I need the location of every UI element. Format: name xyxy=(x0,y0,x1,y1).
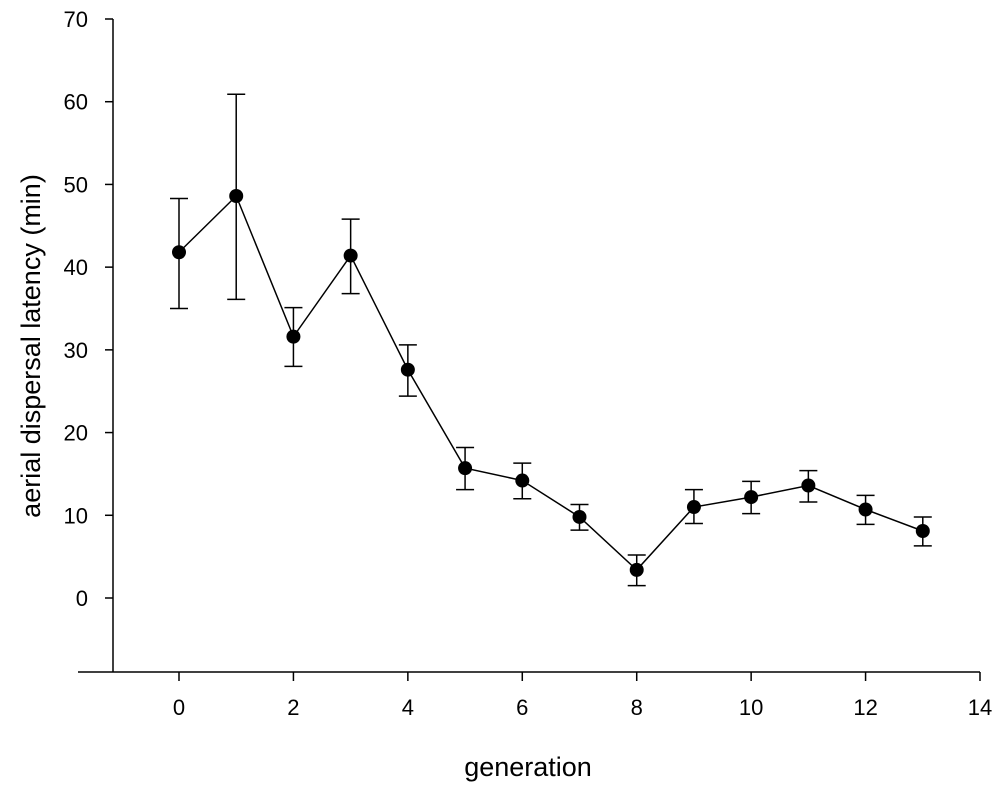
data-point xyxy=(858,502,873,517)
data-point xyxy=(400,362,415,377)
x-tick-label: 2 xyxy=(287,695,299,720)
x-tick-label: 4 xyxy=(402,695,414,720)
data-point xyxy=(172,245,186,260)
data-point xyxy=(801,478,816,493)
x-tick-label: 12 xyxy=(853,695,877,720)
data-point xyxy=(286,329,301,344)
x-tick-label: 14 xyxy=(968,695,992,720)
x-tick-label: 6 xyxy=(516,695,528,720)
x-tick-label: 10 xyxy=(739,695,763,720)
data-point xyxy=(343,248,358,263)
data-point xyxy=(629,562,644,577)
data-point xyxy=(458,461,473,476)
data-point xyxy=(515,473,530,488)
data-point xyxy=(744,490,759,505)
y-tick-label: 40 xyxy=(64,255,88,280)
y-tick-label: 70 xyxy=(64,7,88,32)
error-bars xyxy=(170,93,932,587)
y-tick-label: 50 xyxy=(64,172,88,197)
y-axis-title: aerial dispersal latency (min) xyxy=(16,174,46,518)
x-ticks: 0 2 4 6 8 10 12 14 xyxy=(173,672,992,720)
data-points xyxy=(172,189,930,577)
x-tick-label: 8 xyxy=(631,695,643,720)
plot-axes xyxy=(78,19,980,673)
data-point xyxy=(686,500,701,515)
y-tick-label: 30 xyxy=(64,338,88,363)
y-tick-label: 60 xyxy=(64,90,88,115)
data-point xyxy=(915,524,930,539)
series-line xyxy=(178,194,924,571)
y-tick-label: 10 xyxy=(64,503,88,528)
x-tick-label: 0 xyxy=(173,695,185,720)
data-point xyxy=(229,189,244,204)
y-ticks: 0 10 20 30 40 50 60 70 xyxy=(64,7,113,611)
y-tick-label: 20 xyxy=(64,421,88,446)
x-axis-title: generation xyxy=(464,752,592,782)
data-point xyxy=(572,509,587,524)
y-tick-label: 0 xyxy=(76,586,88,611)
